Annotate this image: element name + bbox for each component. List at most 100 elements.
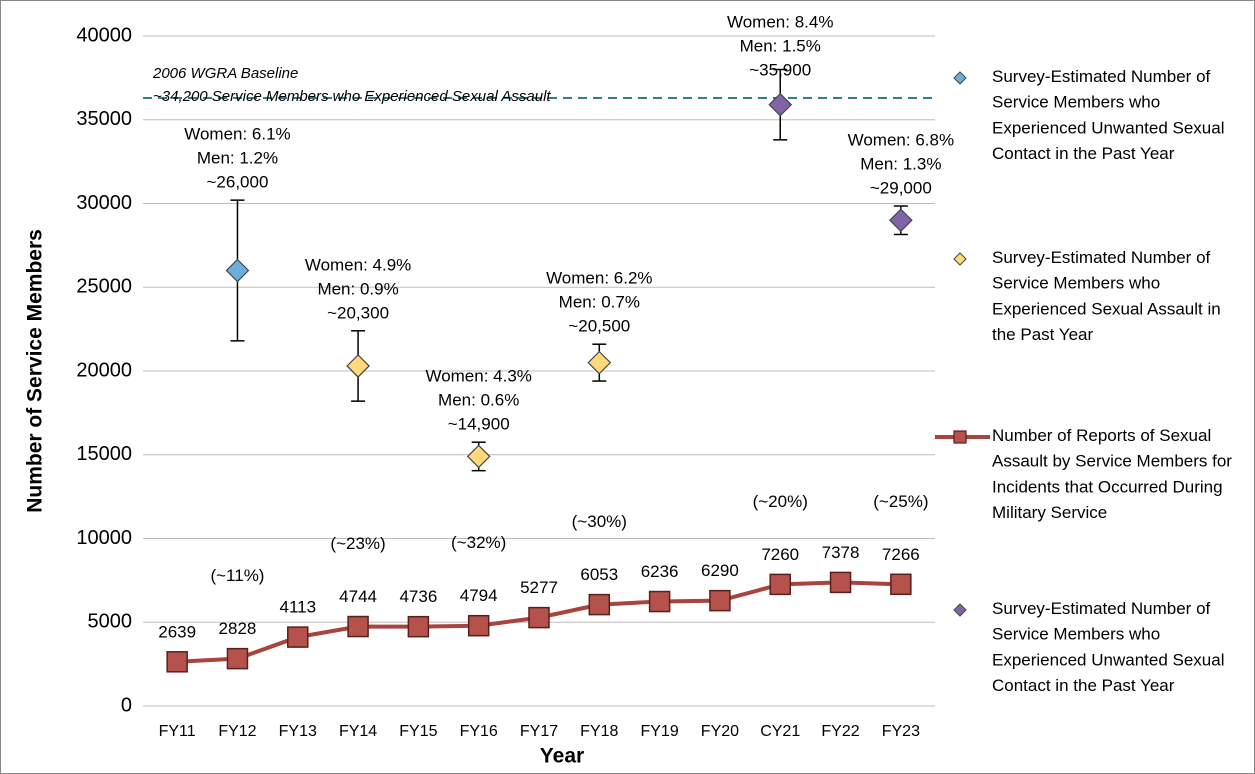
legend-line-text: Service Members who — [992, 274, 1165, 293]
line-marker — [467, 614, 490, 637]
data-note: Men: 0.6% — [438, 391, 519, 410]
data-note: Men: 1.2% — [197, 149, 278, 168]
legend-line-text: Experienced Sexual Assault in — [992, 300, 1225, 319]
diamond-marker — [587, 350, 612, 375]
line-marker — [287, 626, 309, 648]
data-note: Women: 4.3% — [425, 367, 531, 386]
data-label: 2828 — [219, 619, 257, 638]
line-marker — [769, 573, 791, 596]
line-marker — [588, 593, 611, 616]
line-marker — [890, 573, 912, 596]
annotation: (~32%) — [451, 533, 506, 552]
data-note: Men: 1.3% — [860, 154, 941, 173]
x-tick-label: FY12 — [218, 723, 256, 740]
legend-marker — [953, 603, 967, 617]
data-label: 6053 — [580, 565, 618, 584]
diamond-marker — [346, 354, 370, 378]
line-marker — [226, 647, 249, 670]
y-tick-label: 35000 — [76, 108, 132, 130]
x-tick-label: FY22 — [821, 723, 859, 740]
y-tick-label: 25000 — [76, 276, 132, 298]
legend-line-text: Incidents that Occurred During — [992, 478, 1227, 497]
legend-line-text: Service Members who — [992, 93, 1165, 112]
line-marker — [528, 606, 550, 629]
diamond-marker — [768, 92, 793, 117]
annotation: (~25%) — [873, 492, 928, 511]
x-tick-label: FY23 — [882, 723, 920, 740]
legend-label: Survey-Estimated Number of Service Membe… — [992, 599, 1229, 695]
data-label: 2639 — [158, 622, 196, 641]
legend-line-text: Survey-Estimated Number of — [992, 599, 1215, 618]
legend-marker — [953, 430, 967, 444]
x-tick-label: FY19 — [640, 723, 678, 740]
y-axis-title: Number of Service Members — [24, 229, 47, 513]
x-tick-label: FY15 — [399, 723, 437, 740]
diamond-marker — [888, 208, 913, 233]
x-tick-label: FY14 — [339, 723, 377, 740]
y-tick-label: 15000 — [76, 443, 132, 465]
legend-line-text: Number of Reports of Sexual — [992, 426, 1216, 445]
data-note: Women: 8.4% — [727, 12, 833, 31]
annotation: (~23%) — [330, 534, 385, 553]
data-label: 6236 — [641, 562, 679, 581]
legend-marker — [953, 252, 967, 266]
y-tick-label: 10000 — [76, 527, 132, 549]
legend-line-text: Contact in the Past Year — [992, 677, 1175, 696]
annotation: (~20%) — [753, 492, 808, 511]
diamond-marker — [466, 444, 491, 469]
line-marker — [347, 615, 369, 638]
legend-label: Number of Reports of Sexual Assault by S… — [992, 426, 1237, 522]
data-note: Women: 6.2% — [546, 269, 652, 288]
data-label: 7266 — [882, 545, 920, 564]
y-tick-label: 40000 — [76, 24, 132, 46]
data-note: Women: 4.9% — [305, 255, 411, 274]
legend-line-text: Contact in the Past Year — [992, 145, 1175, 164]
x-tick-label: FY18 — [580, 723, 618, 740]
y-tick-label: 30000 — [76, 192, 132, 214]
x-tick-label: FY17 — [520, 723, 558, 740]
data-label: 4113 — [279, 598, 316, 617]
annotation: (~11%) — [210, 566, 264, 585]
diamond-marker — [225, 258, 250, 283]
line-marker — [829, 571, 852, 594]
line-marker — [648, 590, 671, 613]
data-note: Men: 1.5% — [740, 36, 821, 55]
data-label: ~20,500 — [568, 317, 630, 336]
legend-line-text: Assault by Service Members for — [992, 452, 1237, 471]
data-label: 7378 — [822, 543, 860, 562]
legend-line-text: Survey-Estimated Number of — [992, 248, 1215, 267]
reference-label: 2006 WGRA Baseline — [152, 65, 298, 82]
legend-line-text: the Past Year — [992, 326, 1093, 345]
x-tick-label: FY20 — [701, 723, 739, 740]
y-tick-label: 20000 — [76, 359, 132, 381]
legend-label: Survey-Estimated Number of Service Membe… — [992, 248, 1225, 344]
legend-line-text: Survey-Estimated Number of — [992, 67, 1215, 86]
line-marker — [709, 589, 731, 612]
data-label: ~35,900 — [749, 60, 811, 79]
legend-line-text: Experienced Unwanted Sexual — [992, 119, 1229, 138]
line-marker — [407, 615, 430, 638]
legend-marker — [953, 71, 967, 85]
data-label: 4744 — [339, 587, 377, 606]
data-note: Men: 0.9% — [317, 279, 398, 298]
y-tick-label: 5000 — [88, 611, 133, 633]
data-label: 5277 — [520, 578, 558, 597]
x-tick-label: FY13 — [279, 723, 317, 740]
data-label: 6290 — [701, 561, 739, 580]
data-label: ~26,000 — [206, 173, 268, 192]
data-note: Women: 6.1% — [184, 125, 290, 144]
x-tick-label: FY16 — [460, 723, 498, 740]
data-label: ~14,900 — [448, 415, 510, 434]
line-marker — [166, 651, 188, 673]
data-label: ~29,000 — [870, 178, 932, 197]
legend-line-text: Experienced Unwanted Sexual — [992, 651, 1229, 670]
data-label: 4794 — [460, 586, 498, 605]
x-tick-label: CY21 — [760, 723, 800, 740]
data-note: Men: 0.7% — [559, 293, 640, 312]
x-axis-title: Year — [540, 745, 584, 768]
data-label: 7260 — [761, 545, 799, 564]
annotation: (~30%) — [572, 512, 627, 531]
x-tick-label: FY11 — [159, 723, 196, 740]
